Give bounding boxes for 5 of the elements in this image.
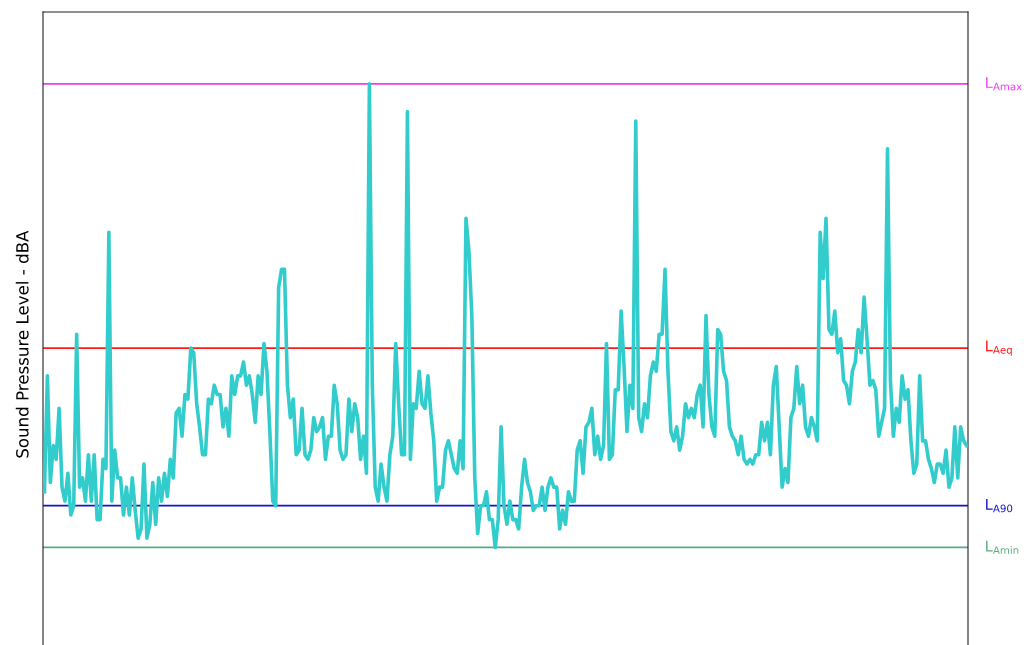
ref-line-label: L$_{Amax}$ [986,77,1022,91]
ref-line-label: L$_{A90}$ [986,499,1013,513]
ref-line-label: L$_{Aeq}$ [986,340,1012,356]
ref-line-label: L$_{Amin}$ [986,540,1019,554]
y-axis-title: Sound Pressure Level - dBA [15,230,29,458]
